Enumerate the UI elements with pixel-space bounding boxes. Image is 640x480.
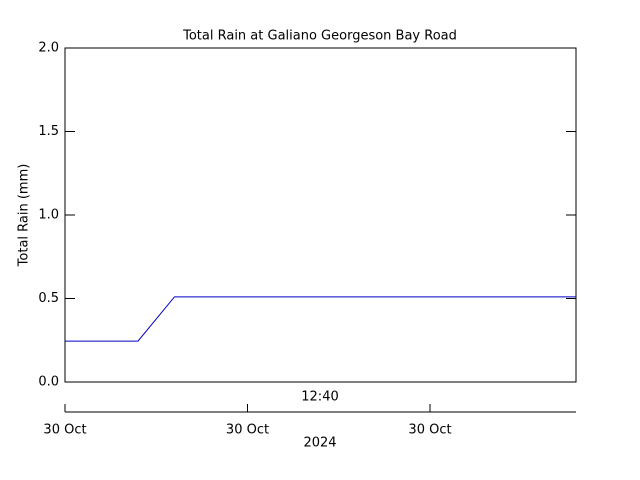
y-tick-label: 1.0 bbox=[38, 208, 59, 223]
plot-frame bbox=[64, 47, 577, 383]
x-tick-label: 30 Oct bbox=[226, 423, 269, 438]
data-line bbox=[65, 296, 576, 342]
x-tick-label: 30 Oct bbox=[408, 423, 451, 438]
y-tick-label: 0.0 bbox=[38, 375, 59, 390]
x-axis-label: 2024 bbox=[303, 436, 336, 451]
time-annotation: 12:40 bbox=[301, 390, 338, 405]
y-axis-label: Total Rain (mm) bbox=[17, 164, 32, 268]
y-tick-label: 2.0 bbox=[38, 41, 59, 56]
chart-title: Total Rain at Galiano Georgeson Bay Road bbox=[182, 29, 457, 44]
x-tick-label: 30 Oct bbox=[43, 423, 86, 438]
y-tick-label: 1.5 bbox=[38, 124, 59, 139]
y-tick-label: 0.5 bbox=[38, 291, 59, 306]
